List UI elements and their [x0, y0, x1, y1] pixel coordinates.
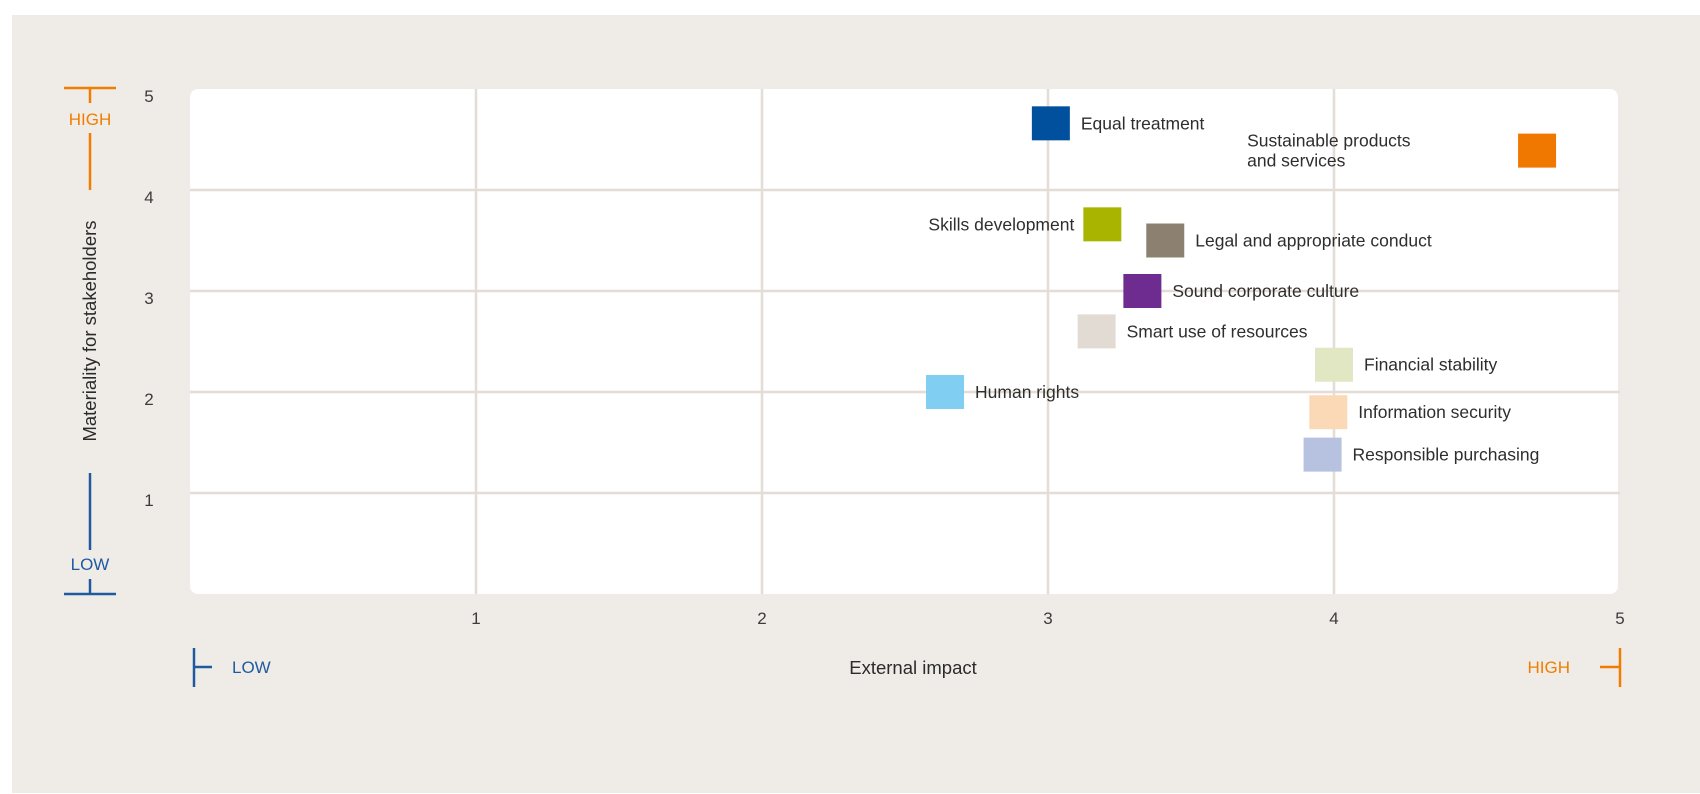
data-point-label-line: Equal treatment	[1081, 113, 1205, 133]
data-point-responsible-purchasing: Responsible purchasing	[1303, 437, 1540, 472]
data-point-label-line: Financial stability	[1364, 355, 1497, 375]
data-point-skills-development: Skills development	[928, 207, 1122, 242]
data-point-smart-use-of-resources: Smart use of resources	[1077, 314, 1308, 349]
data-point-marker-responsible-purchasing	[1303, 437, 1342, 472]
data-point-human-rights: Human rights	[926, 375, 1079, 409]
data-point-label-equal-treatment: Equal treatment	[1081, 113, 1205, 133]
y-axis-high-label: HIGH	[69, 110, 112, 129]
x-tick-label-5: 5	[1615, 609, 1624, 628]
plot-area	[190, 89, 1618, 594]
data-point-marker-skills-development	[1083, 207, 1122, 242]
data-point-sound-corporate-culture: Sound corporate culture	[1123, 274, 1359, 308]
data-point-marker-human-rights	[926, 375, 965, 409]
data-point-label-line: Smart use of resources	[1127, 321, 1308, 341]
data-points: Equal treatment Sustainable products and s…	[926, 106, 1557, 472]
data-point-label-information-security: Information security	[1358, 402, 1511, 422]
data-point-financial-stability: Financial stability	[1315, 347, 1497, 382]
data-point-label-responsible-purchasing: Responsible purchasing	[1353, 445, 1540, 465]
data-point-label-human-rights: Human rights	[975, 382, 1079, 402]
x-tick-label-2: 2	[757, 609, 766, 628]
data-point-marker-equal-treatment	[1031, 106, 1070, 141]
data-point-label-financial-stability: Financial stability	[1364, 355, 1497, 375]
x-tick-label-3: 3	[1043, 609, 1052, 628]
axes: HIGH Materiality for stakeholders LOW LO…	[64, 86, 1622, 687]
data-point-label-line: and services	[1247, 151, 1345, 171]
data-point-label-sustainable-products-and-services: Sustainable products and services	[1247, 131, 1411, 171]
data-point-label-line: Sustainable products	[1247, 131, 1411, 151]
data-point-marker-sound-corporate-culture	[1123, 274, 1162, 308]
x-axis-low-label: LOW	[232, 658, 271, 677]
data-point-marker-financial-stability	[1315, 347, 1353, 382]
x-axis-title: External impact	[849, 657, 977, 678]
y-tick-label-3: 3	[144, 289, 153, 308]
data-point-equal-treatment: Equal treatment	[1031, 106, 1205, 141]
y-tick-label-5: 5	[144, 87, 153, 106]
data-point-marker-information-security	[1309, 395, 1348, 430]
data-point-information-security: Information security	[1309, 395, 1511, 430]
data-point-label-sound-corporate-culture: Sound corporate culture	[1172, 281, 1359, 301]
x-tick-label-4: 4	[1329, 609, 1338, 628]
data-point-label-line: Legal and appropriate conduct	[1195, 231, 1432, 251]
data-point-label-line: Responsible purchasing	[1353, 445, 1540, 465]
y-tick-label-1: 1	[144, 491, 153, 510]
y-tick-label-4: 4	[144, 188, 153, 207]
data-point-marker-smart-use-of-resources	[1077, 314, 1116, 349]
data-point-label-skills-development: Skills development	[928, 214, 1074, 234]
x-tick-label-1: 1	[471, 609, 480, 628]
data-point-label-line: Skills development	[928, 214, 1074, 234]
tick-labels: 1 2 3 4 5 1 2 3 4 5	[144, 87, 1624, 628]
data-point-marker-legal-and-appropriate-conduct	[1146, 223, 1185, 258]
y-axis-low-label: LOW	[71, 555, 110, 574]
data-point-legal-and-appropriate-conduct: Legal and appropriate conduct	[1146, 223, 1432, 258]
y-tick-label-2: 2	[144, 390, 153, 409]
x-axis-high-label: HIGH	[1528, 658, 1571, 677]
data-point-label-legal-and-appropriate-conduct: Legal and appropriate conduct	[1195, 231, 1432, 251]
materiality-chart: 1 2 3 4 5 1 2 3 4 5 Equal treatment Sustainable pr…	[64, 86, 1625, 687]
data-point-label-line: Sound corporate culture	[1172, 281, 1359, 301]
y-axis-title: Materiality for stakeholders	[79, 220, 100, 441]
data-point-label-line: Human rights	[975, 382, 1079, 402]
data-point-label-line: Information security	[1358, 402, 1511, 422]
data-point-marker-sustainable-products-and-services	[1518, 133, 1557, 168]
chart-panel: 1 2 3 4 5 1 2 3 4 5 Equal treatment Sustainable pr…	[12, 15, 1700, 793]
data-point-sustainable-products-and-services: Sustainable products and services	[1247, 131, 1557, 171]
grid	[190, 89, 1620, 594]
data-point-label-smart-use-of-resources: Smart use of resources	[1127, 321, 1308, 341]
